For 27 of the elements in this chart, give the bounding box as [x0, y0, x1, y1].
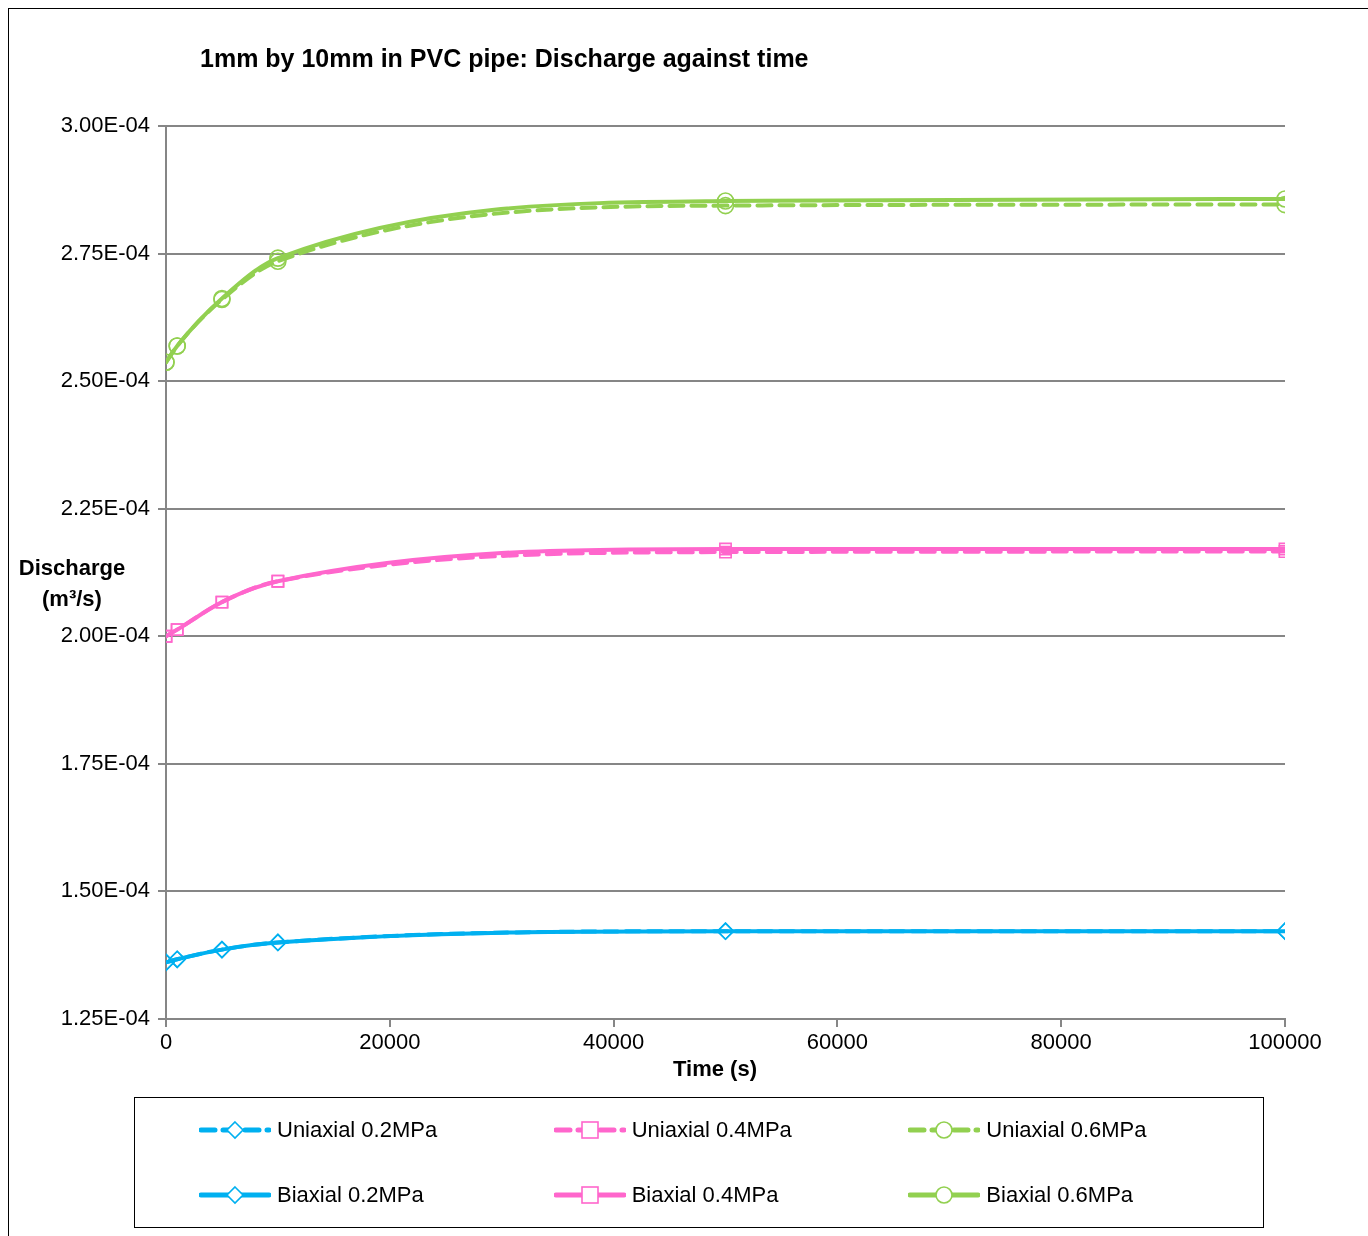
point [269, 252, 287, 271]
x-tick-label: 20000 [359, 1029, 421, 1055]
legend-label: Uniaxial 0.6MPa [986, 1117, 1147, 1144]
y-axis-title: Discharge (m³/s) [17, 554, 127, 613]
y-tick-label: 2.75E-04 [60, 239, 150, 265]
y-tick-label: 2.50E-04 [60, 367, 150, 393]
y-tick-label: 3.00E-04 [60, 112, 150, 138]
y-tick-label: 1.50E-04 [60, 877, 150, 903]
legend-label: Biaxial 0.2MPa [277, 1181, 424, 1208]
legend-label: Uniaxial 0.2MPa [277, 1117, 438, 1144]
x-tick-label: 80000 [1030, 1029, 1092, 1055]
x-tick-label: 60000 [806, 1029, 868, 1055]
x-tick-label: 100000 [1248, 1029, 1322, 1055]
y-tick-label: 1.25E-04 [60, 1005, 150, 1031]
y-tick-label: 2.00E-04 [60, 622, 150, 648]
x-tick-label: 40000 [583, 1029, 645, 1055]
y-tick-label: 1.75E-04 [60, 749, 150, 775]
point [716, 192, 735, 210]
point [269, 249, 287, 267]
x-tick-label: 0 [159, 1029, 173, 1055]
chart-title: 1mm by 10mm in PVC pipe: Discharge against time [200, 44, 809, 73]
legend-label: Uniaxial 0.4MPa [631, 1117, 792, 1144]
legend-label: Biaxial 0.6MPa [986, 1181, 1134, 1208]
x-axis-title: Time (s) [672, 1056, 758, 1082]
point [716, 196, 735, 215]
y-tick-label: 2.25E-04 [60, 494, 150, 520]
legend-label: Biaxial 0.4MPa [631, 1181, 779, 1208]
